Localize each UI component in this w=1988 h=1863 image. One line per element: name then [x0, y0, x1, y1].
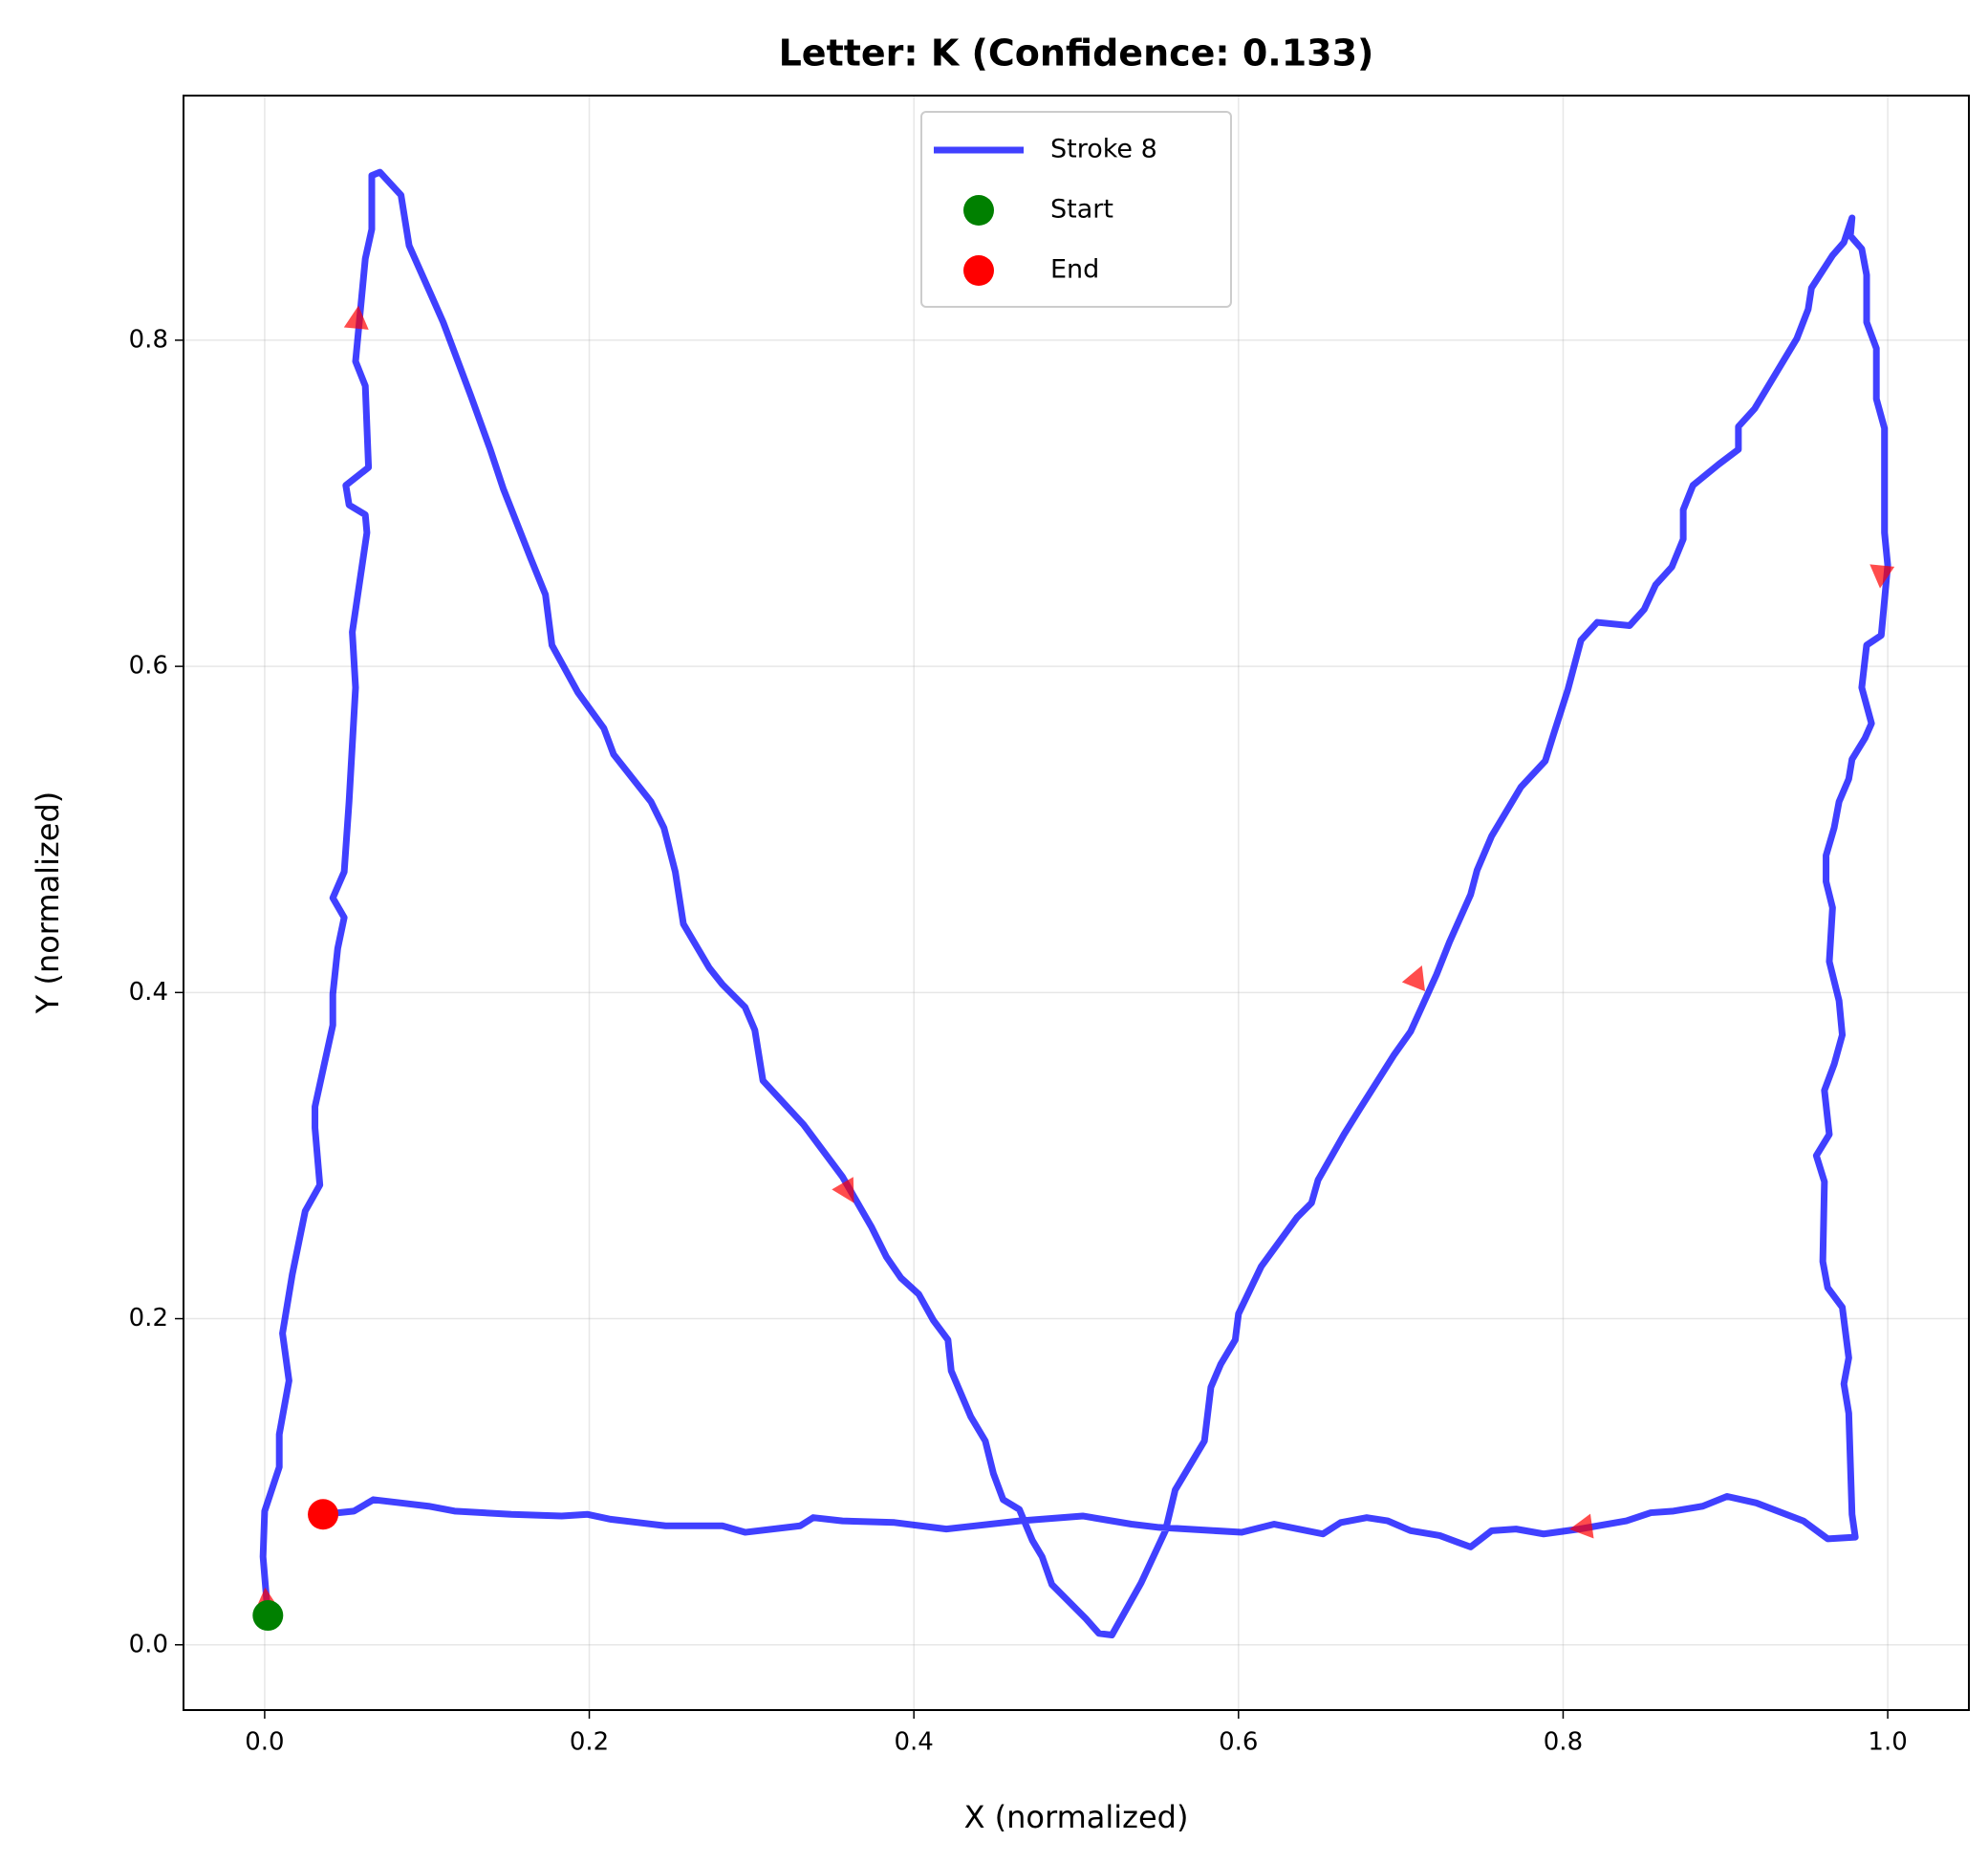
plot-frame — [183, 95, 1970, 1711]
y-axis-label: Y (normalized) — [30, 791, 66, 1015]
legend-label: Stroke 8 — [1050, 135, 1157, 164]
y-tick-label: 0.8 — [129, 325, 168, 354]
x-tick-label: 0.6 — [1219, 1728, 1258, 1757]
x-tick-label: 0.8 — [1544, 1728, 1583, 1757]
y-tick-label: 0.0 — [129, 1630, 168, 1658]
x-tick-label: 1.0 — [1868, 1728, 1907, 1757]
x-tick-label: 0.4 — [895, 1728, 934, 1757]
legend-end — [963, 255, 994, 286]
legend-box — [920, 111, 1232, 308]
chart-title: Letter: K (Confidence: 0.133) — [779, 32, 1374, 75]
end-marker — [308, 1499, 339, 1530]
y-tick-label: 0.2 — [129, 1304, 168, 1332]
stroke-line — [259, 168, 1891, 1639]
legend-label: End — [1050, 255, 1099, 285]
direction-arrow — [1869, 564, 1895, 589]
x-tick-label: 0.0 — [245, 1728, 284, 1757]
y-tick-label: 0.4 — [129, 978, 168, 1007]
y-tick-label: 0.6 — [129, 652, 168, 681]
direction-arrow — [1568, 1513, 1594, 1539]
x-axis-label: X (normalized) — [964, 1799, 1189, 1835]
direction-arrow — [832, 1177, 854, 1203]
legend-start — [963, 195, 994, 226]
direction-arrow — [1401, 964, 1425, 992]
start-marker — [252, 1600, 284, 1632]
x-tick-label: 0.2 — [570, 1728, 609, 1757]
direction-arrow — [343, 305, 369, 330]
legend-label: Start — [1050, 195, 1113, 225]
